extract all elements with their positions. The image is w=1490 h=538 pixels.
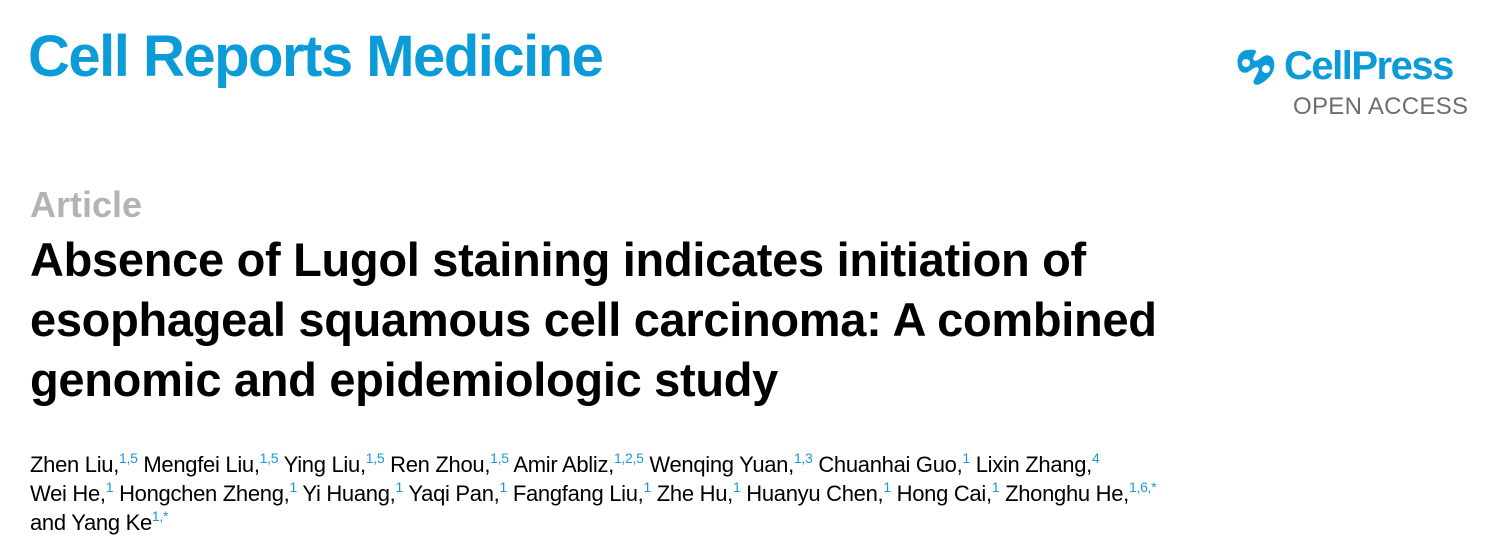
author-name: Ren Zhou, xyxy=(390,452,491,477)
author: Huanyu Chen,1 xyxy=(746,479,891,506)
author-name: Yaqi Pan, xyxy=(408,481,500,506)
author: Fangfang Liu,1 xyxy=(512,479,651,506)
author-name: Hong Cai, xyxy=(896,481,992,506)
author-name: Amir Abliz, xyxy=(513,452,614,477)
author-name: Huanyu Chen, xyxy=(746,481,884,506)
author: Hongchen Zheng,1 xyxy=(119,479,297,506)
author: Wei He,1 xyxy=(30,479,114,506)
author-affiliation[interactable]: 1,5 xyxy=(490,450,509,466)
author-line: Zhen Liu,1,5 Mengfei Liu,1,5 Ying Liu,1,… xyxy=(30,450,1156,479)
cellpress-mark-icon xyxy=(1237,49,1275,85)
author-affiliation[interactable]: 1,6,* xyxy=(1129,479,1157,495)
author: Chuanhai Guo,1 xyxy=(818,450,970,477)
author-name: Zhonghu He, xyxy=(1005,481,1129,506)
author-name: and Yang Ke xyxy=(30,510,152,535)
author: Zhe Hu,1 xyxy=(656,479,741,506)
title-line: Absence of Lugol staining indicates init… xyxy=(30,233,1086,286)
author-name: Lixin Zhang, xyxy=(975,452,1093,477)
author: Lixin Zhang,4 xyxy=(975,450,1100,477)
publisher-name: CellPress xyxy=(1284,44,1454,88)
journal-name: Cell Reports Medicine xyxy=(28,24,604,89)
article-type: Article xyxy=(30,184,143,225)
author-affiliation[interactable]: 1 xyxy=(395,479,404,495)
author-name: Fangfang Liu, xyxy=(512,481,644,506)
author: Amir Abliz,1,2,5 xyxy=(513,450,644,477)
author-affiliation[interactable]: 1,5 xyxy=(365,450,385,466)
author-name: Wenqing Yuan, xyxy=(649,452,794,477)
author: Ren Zhou,1,5 xyxy=(390,450,509,477)
author-name: Chuanhai Guo, xyxy=(818,452,963,477)
author-name: Hongchen Zheng, xyxy=(119,481,290,506)
author: Zhen Liu,1,5 xyxy=(30,450,138,477)
author-affiliation[interactable]: 4 xyxy=(1092,450,1100,466)
author: Yaqi Pan,1 xyxy=(408,479,508,506)
title-line: genomic and epidemiologic study xyxy=(30,353,779,406)
author-affiliation[interactable]: 1 xyxy=(105,479,114,495)
author-affiliation[interactable]: 1 xyxy=(991,479,1000,495)
author-name: Zhen Liu, xyxy=(30,452,120,477)
author-affiliation[interactable]: 1,2,5 xyxy=(613,450,644,466)
author-affiliation[interactable]: 1 xyxy=(962,450,970,466)
author-name: Yi Huang, xyxy=(302,481,396,506)
author-affiliation[interactable]: 1 xyxy=(732,479,741,495)
author: Wenqing Yuan,1,3 xyxy=(649,450,813,477)
author-name: Zhe Hu, xyxy=(656,481,733,506)
author: and Yang Ke1,* xyxy=(30,508,169,535)
author-affiliation[interactable]: 1 xyxy=(499,479,508,495)
author-name: Mengfei Liu, xyxy=(143,452,260,477)
author: Zhonghu He,1,6,* xyxy=(1005,479,1157,506)
author-affiliation[interactable]: 1,* xyxy=(151,508,169,524)
author-name: Ying Liu, xyxy=(283,452,366,477)
author-affiliation[interactable]: 1,5 xyxy=(259,450,279,466)
author-affiliation[interactable]: 1,3 xyxy=(793,450,813,466)
author: Hong Cai,1 xyxy=(896,479,1000,506)
author-affiliation[interactable]: 1 xyxy=(883,479,891,495)
author: Mengfei Liu,1,5 xyxy=(143,450,279,477)
cellpress-logo: CellPress xyxy=(1234,44,1454,88)
author-list: Zhen Liu,1,5 Mengfei Liu,1,5 Ying Liu,1,… xyxy=(30,450,1157,537)
author-name: Wei He, xyxy=(30,481,106,506)
article-title: Absence of Lugol staining indicates init… xyxy=(30,230,1450,410)
author: Ying Liu,1,5 xyxy=(283,450,385,477)
author-line: and Yang Ke1,* xyxy=(30,508,1156,537)
title-line: esophageal squamous cell carcinoma: A co… xyxy=(30,293,1157,346)
author-affiliation[interactable]: 1 xyxy=(643,479,651,495)
author-affiliation[interactable]: 1,5 xyxy=(119,450,138,466)
author-line: Wei He,1 Hongchen Zheng,1 Yi Huang,1 Yaq… xyxy=(30,479,1157,508)
author: Yi Huang,1 xyxy=(302,479,404,506)
author-affiliation[interactable]: 1 xyxy=(289,479,297,495)
open-access-label: OPEN ACCESS xyxy=(1293,93,1469,120)
